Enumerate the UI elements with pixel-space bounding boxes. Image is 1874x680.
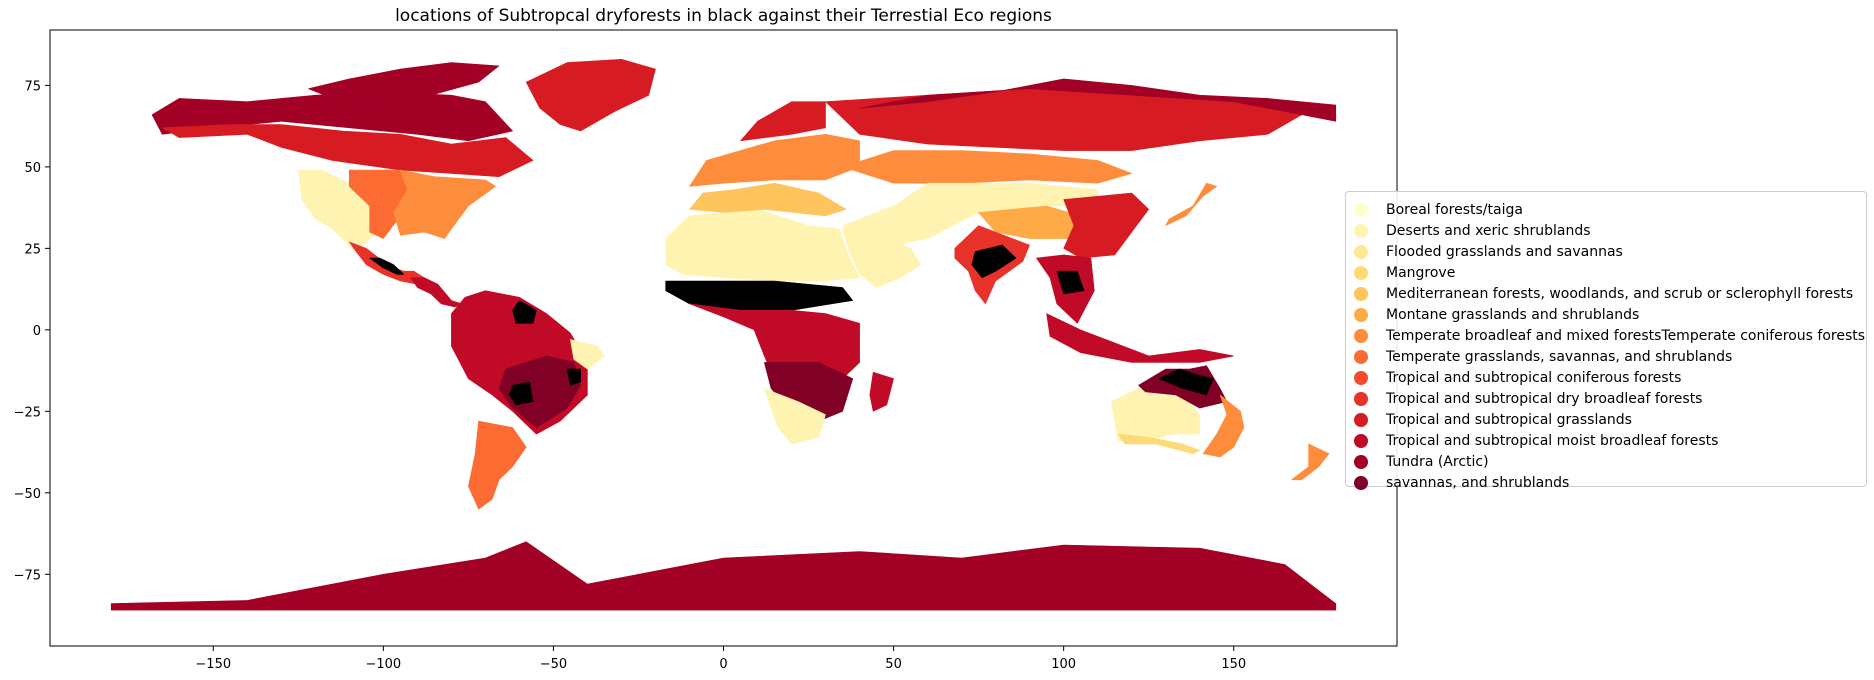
legend-marker <box>1354 454 1368 469</box>
region-patagonia <box>468 420 527 510</box>
legend-label: Temperate grasslands, savannas, and shru… <box>1386 348 1733 365</box>
legend-item: Tropical and subtropical moist broadleaf… <box>1354 430 1718 451</box>
legend-item: Tundra (Arctic) <box>1354 451 1489 472</box>
legend-item: Mediterranean forests, woodlands, and sc… <box>1354 283 1853 304</box>
region-middle-east-desert <box>842 228 922 288</box>
region-japan <box>1165 182 1217 226</box>
region-southern-africa-desert <box>763 388 826 445</box>
region-australia-dry-black <box>1158 368 1214 396</box>
region-caatinga <box>570 339 605 370</box>
legend-item: Mangrove <box>1354 262 1455 283</box>
legend-marker <box>1354 412 1368 427</box>
y-tick-label: −75 <box>14 568 41 583</box>
region-southeast-asia-dry-black <box>1056 270 1085 295</box>
region-canada-boreal <box>162 124 534 177</box>
region-russia-tundra <box>859 78 1337 122</box>
region-australia-east <box>1202 394 1245 458</box>
legend-marker <box>1354 370 1368 385</box>
legend-item: Montane grasslands and shrublands <box>1354 304 1639 325</box>
legend-label: Tropical and subtropical grasslands <box>1386 411 1632 428</box>
legend-item: Boreal forests/taiga <box>1354 199 1523 220</box>
region-scandinavia-boreal <box>740 101 826 142</box>
legend-label: Tropical and subtropical coniferous fore… <box>1386 369 1682 386</box>
legend-label: Temperate broadleaf and mixed forestsTem… <box>1386 327 1866 344</box>
legend: Boreal forests/taiga Deserts and xeric sh… <box>1345 191 1867 491</box>
region-central-america <box>410 277 462 308</box>
legend-item: Tropical and subtropical dry broadleaf f… <box>1354 388 1702 409</box>
legend-label: Flooded grasslands and savannas <box>1386 243 1623 260</box>
x-tick-label: 0 <box>719 657 727 672</box>
region-indonesia <box>1046 313 1234 363</box>
y-tick-label: 25 <box>24 242 41 257</box>
legend-label: Mediterranean forests, woodlands, and sc… <box>1386 285 1854 302</box>
legend-label: Deserts and xeric shrublands <box>1386 222 1591 239</box>
y-tick-label: 75 <box>24 79 41 94</box>
region-north-africa-desert <box>665 209 860 282</box>
x-tick-label: −150 <box>195 657 231 672</box>
region-south-america-dry-black-3 <box>566 368 581 386</box>
region-sahel-dry-black <box>665 280 854 311</box>
region-south-america-dry-black-2 <box>512 300 537 324</box>
legend-item: Temperate broadleaf and mixed forestsTem… <box>1354 325 1865 346</box>
legend-item: Tropical and subtropical coniferous fore… <box>1354 367 1681 388</box>
legend-item: Temperate grasslands, savannas, and shru… <box>1354 346 1732 367</box>
region-australia-south-med <box>1117 433 1200 455</box>
legend-label: Tundra (Arctic) <box>1386 453 1489 470</box>
region-central-asia-steppe <box>842 150 1132 184</box>
legend-label: Montane grasslands and shrublands <box>1386 306 1640 323</box>
y-tick-label: −25 <box>14 405 41 420</box>
x-tick-label: −100 <box>365 657 401 672</box>
legend-label: Mangrove <box>1386 264 1456 281</box>
legend-marker <box>1354 286 1368 301</box>
region-india-dry-black <box>971 244 1017 279</box>
region-mexico-dry-black <box>369 257 405 275</box>
legend-marker <box>1354 349 1368 364</box>
legend-marker <box>1354 391 1368 406</box>
region-south-america-dry-black-1 <box>508 381 534 406</box>
x-tick-label: 50 <box>885 657 902 672</box>
legend-marker <box>1354 475 1368 490</box>
region-madagascar <box>869 371 894 412</box>
legend-marker <box>1354 307 1368 322</box>
legend-marker <box>1354 433 1368 448</box>
legend-item: Tropical and subtropical grasslands <box>1354 409 1632 430</box>
legend-label: Tropical and subtropical dry broadleaf f… <box>1386 390 1703 407</box>
legend-marker <box>1354 223 1368 238</box>
chart-title: locations of Subtropcal dryforests in bl… <box>395 6 1052 26</box>
region-canadian-archipelago <box>308 62 500 99</box>
y-tick-label: −50 <box>14 487 41 502</box>
x-tick-label: −50 <box>540 657 567 672</box>
legend-marker <box>1354 202 1368 217</box>
legend-label: Boreal forests/taiga <box>1386 201 1523 218</box>
y-tick-label: 50 <box>24 161 41 176</box>
legend-item: Flooded grasslands and savannas <box>1354 241 1623 262</box>
region-china-east <box>1063 192 1149 259</box>
y-tick-label: 0 <box>33 324 41 339</box>
legend-marker <box>1354 265 1368 280</box>
x-tick-label: 150 <box>1221 657 1246 672</box>
region-new-zealand <box>1291 443 1330 481</box>
region-greenland <box>525 58 656 132</box>
region-europe-forest <box>689 134 860 187</box>
region-mediterranean <box>689 182 847 217</box>
x-tick-label: 100 <box>1051 657 1076 672</box>
legend-label: Tropical and subtropical moist broadleaf… <box>1386 432 1719 449</box>
region-usa-eastern-forest <box>393 169 496 239</box>
region-antarctica <box>110 541 1337 611</box>
legend-item: savannas, and shrublands <box>1354 472 1569 493</box>
legend-marker <box>1354 328 1368 343</box>
legend-marker <box>1354 244 1368 259</box>
legend-label: savannas, and shrublands <box>1386 474 1570 491</box>
region-south-america-savanna <box>498 355 581 428</box>
legend-item: Deserts and xeric shrublands <box>1354 220 1591 241</box>
